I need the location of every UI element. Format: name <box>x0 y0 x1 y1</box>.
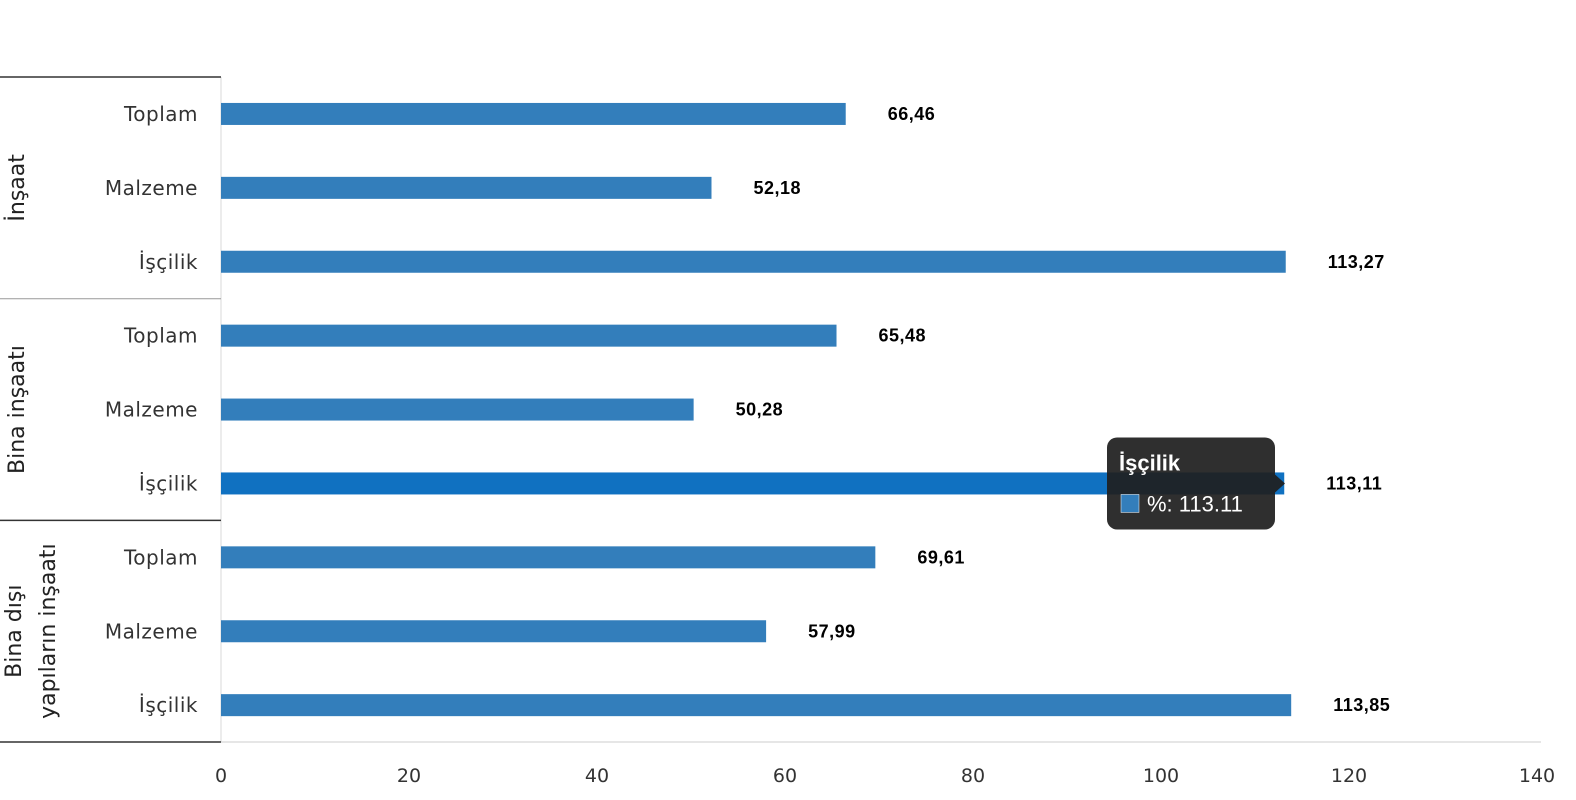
category-label: İşçilik <box>139 471 198 495</box>
group-label: İnşaat <box>4 154 30 222</box>
tooltip-title: İşçilik <box>1119 450 1181 475</box>
x-tick-label: 20 <box>397 765 421 787</box>
x-tick-label: 120 <box>1331 765 1367 787</box>
data-label: 65,48 <box>879 326 927 346</box>
group-label: Bina inşaatı <box>5 345 30 474</box>
group-label: Bina dışı <box>2 585 27 678</box>
bar-0-1 <box>221 176 712 199</box>
category-label: İşçilik <box>139 693 198 717</box>
bar-1-1 <box>221 398 694 421</box>
category-labels: Toplam Malzeme İşçilik Toplam Malzeme İşçilik… <box>105 102 198 717</box>
tooltip-pointer <box>1275 474 1285 493</box>
x-axis-ticks: 0 20 40 60 80 100 120 140 <box>215 765 1555 787</box>
bar-1-2 <box>221 472 1285 495</box>
x-tick-label: 40 <box>585 765 609 787</box>
x-tick-label: 100 <box>1143 765 1179 787</box>
tooltip: İşçilik %: 113.11 <box>1107 437 1285 530</box>
bar-2-1 <box>221 620 767 643</box>
group-label: yapıların inşaatı <box>36 543 61 718</box>
data-label: 52,18 <box>753 178 801 198</box>
bar-0-0 <box>221 102 846 125</box>
bar-1-0 <box>221 324 837 347</box>
category-label: Malzeme <box>105 619 198 643</box>
x-tick-label: 60 <box>773 765 797 787</box>
data-label: 66,46 <box>888 104 936 124</box>
bar-2-0 <box>221 546 876 569</box>
category-label: Toplam <box>123 324 198 348</box>
tooltip-swatch <box>1120 494 1140 513</box>
tooltip-value: %: 113.11 <box>1147 491 1243 516</box>
data-label: 50,28 <box>736 400 784 420</box>
data-label: 113,11 <box>1326 473 1382 493</box>
x-tick-label: 80 <box>961 765 985 787</box>
bar-2-2 <box>221 694 1292 717</box>
bars-layer <box>221 102 1292 717</box>
tooltip-box <box>1107 437 1275 530</box>
data-labels: 66,46 52,18 113,27 65,48 50,28 113,11 69,61 57,… <box>736 104 1390 715</box>
category-label: Toplam <box>123 545 198 569</box>
category-label: İşçilik <box>139 250 198 274</box>
data-label: 57,99 <box>808 621 856 641</box>
category-label: Toplam <box>123 102 198 126</box>
data-label: 113,85 <box>1333 695 1390 715</box>
x-tick-label: 0 <box>215 765 227 787</box>
data-label: 113,27 <box>1328 252 1385 272</box>
group-labels: İnşaat Bina inşaatı Bina dışı yapıların inş… <box>2 154 61 719</box>
data-label: 69,61 <box>917 547 965 567</box>
category-label: Malzeme <box>105 176 198 200</box>
category-label: Malzeme <box>105 398 198 422</box>
x-tick-label: 140 <box>1519 765 1555 787</box>
bar-0-2 <box>221 250 1286 273</box>
